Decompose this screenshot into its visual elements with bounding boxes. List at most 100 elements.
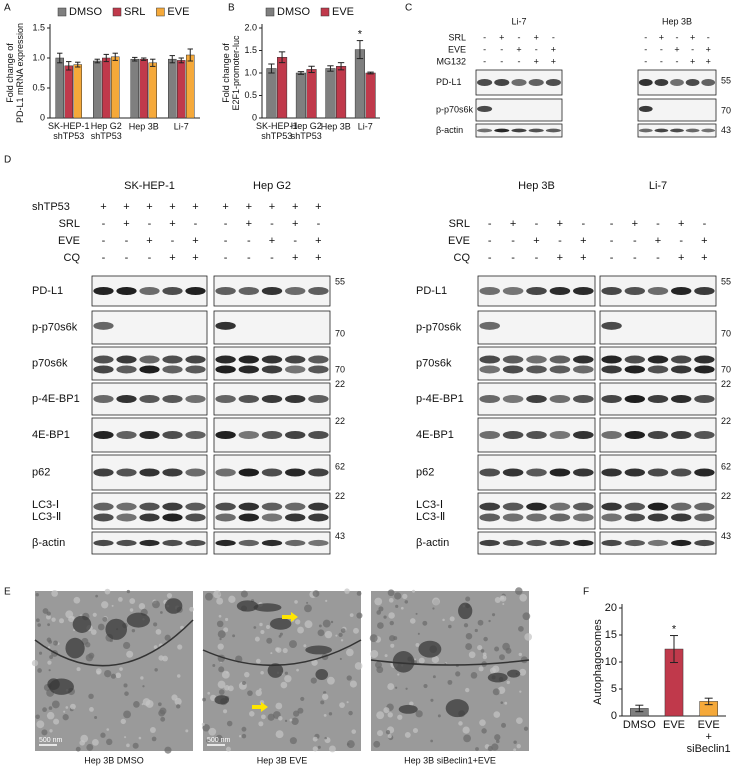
blot-band — [185, 513, 206, 522]
blot-band — [647, 431, 669, 439]
y-axis-label: Autophagosomes — [592, 619, 604, 705]
em-texture — [354, 662, 363, 670]
blot-band — [308, 431, 329, 439]
em-texture — [339, 702, 345, 709]
blot-band — [601, 513, 622, 522]
blot-band — [215, 431, 236, 439]
em-organelle — [398, 704, 418, 714]
em-texture — [418, 657, 425, 664]
condition-label: EVE — [58, 235, 80, 247]
blot-band — [670, 355, 692, 364]
em-texture — [318, 624, 322, 628]
blot-band — [624, 431, 646, 439]
em-texture — [373, 740, 381, 748]
blot-band — [526, 355, 547, 364]
condition-sign: + — [557, 218, 563, 230]
em-texture — [348, 710, 353, 716]
em-texture — [260, 670, 264, 675]
em-texture — [180, 625, 184, 630]
condition-label: EVE — [448, 235, 470, 247]
x-tick-label: DMSO — [623, 719, 656, 731]
em-texture — [217, 643, 224, 650]
condition-sign: - — [535, 252, 539, 264]
blot-band — [185, 355, 206, 364]
em-texture — [223, 627, 229, 633]
blot-band — [308, 539, 329, 547]
condition-sign: - — [676, 56, 679, 66]
row-label: p62 — [32, 466, 50, 478]
blot-band — [526, 431, 547, 439]
blot-band — [479, 513, 500, 522]
blot-band — [526, 539, 547, 547]
em-texture — [388, 597, 394, 603]
em-texture — [48, 639, 53, 644]
em-texture — [145, 699, 154, 708]
em-texture — [120, 718, 126, 725]
condition-sign: - — [581, 218, 585, 230]
blot-band — [502, 502, 524, 511]
blot-band — [694, 502, 715, 511]
blot-band — [694, 513, 715, 522]
em-organelle — [269, 617, 292, 630]
em-texture — [223, 709, 228, 714]
bar — [325, 68, 336, 119]
em-texture — [100, 732, 106, 738]
condition-sign: + — [534, 56, 539, 66]
blot-band — [549, 355, 571, 364]
blot-band — [139, 502, 160, 511]
em-texture — [515, 587, 523, 595]
blot-band — [238, 539, 260, 547]
blot-band — [502, 431, 524, 439]
error-bar — [178, 57, 184, 64]
em-texture — [519, 668, 527, 676]
em-texture — [494, 734, 501, 741]
em-texture — [48, 669, 51, 672]
em-organelle — [253, 603, 282, 612]
em-texture — [482, 654, 487, 660]
blot-band — [116, 502, 137, 511]
em-texture — [95, 668, 102, 675]
condition-sign: + — [551, 56, 556, 66]
em-texture — [70, 703, 76, 710]
em-texture — [442, 618, 445, 622]
blot-band — [93, 431, 114, 439]
condition-sign: - — [610, 235, 614, 247]
blot-band — [185, 502, 206, 511]
x-tick-label: SK-HEP-1 shTP53 — [256, 121, 298, 141]
bar — [186, 54, 195, 119]
blot-band — [624, 287, 646, 295]
blot-band — [238, 287, 260, 295]
em-texture — [53, 640, 59, 646]
mw-label: 70 — [335, 364, 345, 374]
scale-bar-label: 500 nm — [207, 737, 231, 744]
em-texture — [155, 629, 162, 635]
em-texture — [462, 726, 470, 734]
blot-band — [238, 468, 260, 477]
error-bar — [57, 52, 63, 64]
em-texture — [215, 734, 223, 743]
row-label: LC3-Ⅰ LC3-Ⅱ — [32, 499, 61, 523]
condition-sign: - — [676, 32, 679, 42]
em-texture — [470, 672, 478, 679]
em-organelle — [418, 640, 442, 658]
em-texture — [387, 683, 395, 690]
em-texture — [346, 740, 355, 749]
em-texture — [297, 626, 304, 634]
error-bar — [268, 63, 275, 74]
condition-sign: + — [315, 252, 321, 264]
blot-band — [647, 365, 669, 374]
mw-label: 55 — [721, 76, 731, 86]
error-bar — [103, 53, 109, 63]
em-texture — [104, 588, 111, 595]
em-texture — [317, 745, 321, 749]
em-texture — [516, 744, 521, 749]
blot-band — [162, 287, 183, 295]
blot-box — [475, 98, 563, 122]
em-texture — [499, 595, 507, 602]
row-label: 4E-BP1 — [416, 429, 454, 441]
error-bar — [367, 71, 374, 75]
blot-band — [215, 287, 236, 295]
em-texture — [387, 734, 392, 739]
em-texture — [217, 630, 226, 639]
